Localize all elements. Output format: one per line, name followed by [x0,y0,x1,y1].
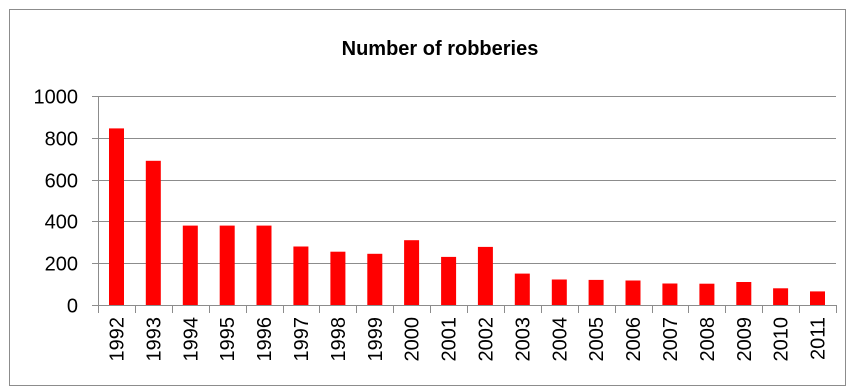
x-tick-label: 1997 [291,317,313,362]
x-tick-label: 2004 [549,317,571,362]
bar-2004 [551,279,567,305]
bar-1993 [145,160,161,305]
bar-2001 [441,256,457,305]
x-tick-label: 2002 [475,317,497,362]
chart-frame [9,9,846,386]
bars [109,128,825,305]
x-tick-label: 2006 [623,317,645,362]
x-tick-label: 2011 [808,317,830,360]
bar-1996 [256,225,272,305]
bar-1997 [293,246,309,305]
bar-2010 [773,288,789,305]
bar-1998 [330,251,346,305]
y-tick-label: 0 [67,296,78,318]
x-tick-label: 2008 [697,317,719,362]
bar-1995 [219,225,235,305]
bar-1992 [109,128,124,305]
bar-2011 [810,291,825,305]
x-tick-label: 1993 [143,317,165,362]
y-tick-label: 800 [45,129,78,151]
bar-2002 [477,246,493,305]
y-tick-label: 1000 [34,87,79,109]
bar-2006 [625,280,641,305]
y-tick-label: 200 [45,254,78,276]
gridlines [98,96,836,264]
x-tick-label: 1999 [365,317,387,362]
y-tick-labels: 0 200 400 600 800 1000 [34,87,79,318]
x-tick-label: 1992 [106,317,128,362]
x-tick-label: 1994 [180,317,202,362]
x-tick-label: 2009 [734,317,756,362]
x-tick-label: 2007 [660,317,682,362]
bar-2008 [699,283,715,305]
bar-2009 [736,282,752,305]
y-tick-label: 600 [45,171,78,193]
x-tick-label: 2010 [771,317,793,362]
chart-title: Number of robberies [342,38,539,60]
bar-1994 [182,225,198,305]
x-tick-label: 1996 [254,317,276,362]
x-tick-label: 2005 [586,317,608,362]
bar-2007 [662,283,678,305]
x-tick-label: 1995 [217,317,239,362]
bar-2005 [588,279,604,305]
x-tick-label: 2003 [512,317,534,362]
axes [92,96,837,313]
bar-2003 [514,273,530,305]
x-tick-label: 1998 [328,317,350,362]
bar-1999 [367,253,383,305]
x-tick-labels: 1992 1993 1994 1995 1996 1997 1998 1999 2000 2001… [106,317,829,362]
x-tick-label: 2001 [439,317,461,362]
x-tick-label: 2000 [402,317,424,362]
bar-2000 [404,240,420,305]
y-tick-label: 400 [45,212,78,234]
